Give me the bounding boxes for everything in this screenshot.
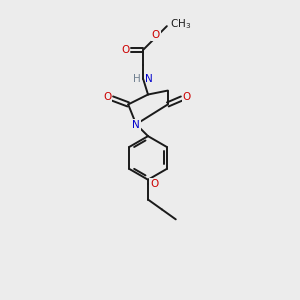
Text: O: O [152,30,160,40]
Text: O: O [103,92,111,103]
Text: O: O [183,92,191,103]
Text: O: O [121,45,129,55]
Text: N: N [145,74,153,84]
Text: O: O [150,179,158,189]
Text: N: N [132,120,140,130]
Text: CH$_3$: CH$_3$ [170,17,191,31]
Text: H: H [133,74,141,84]
